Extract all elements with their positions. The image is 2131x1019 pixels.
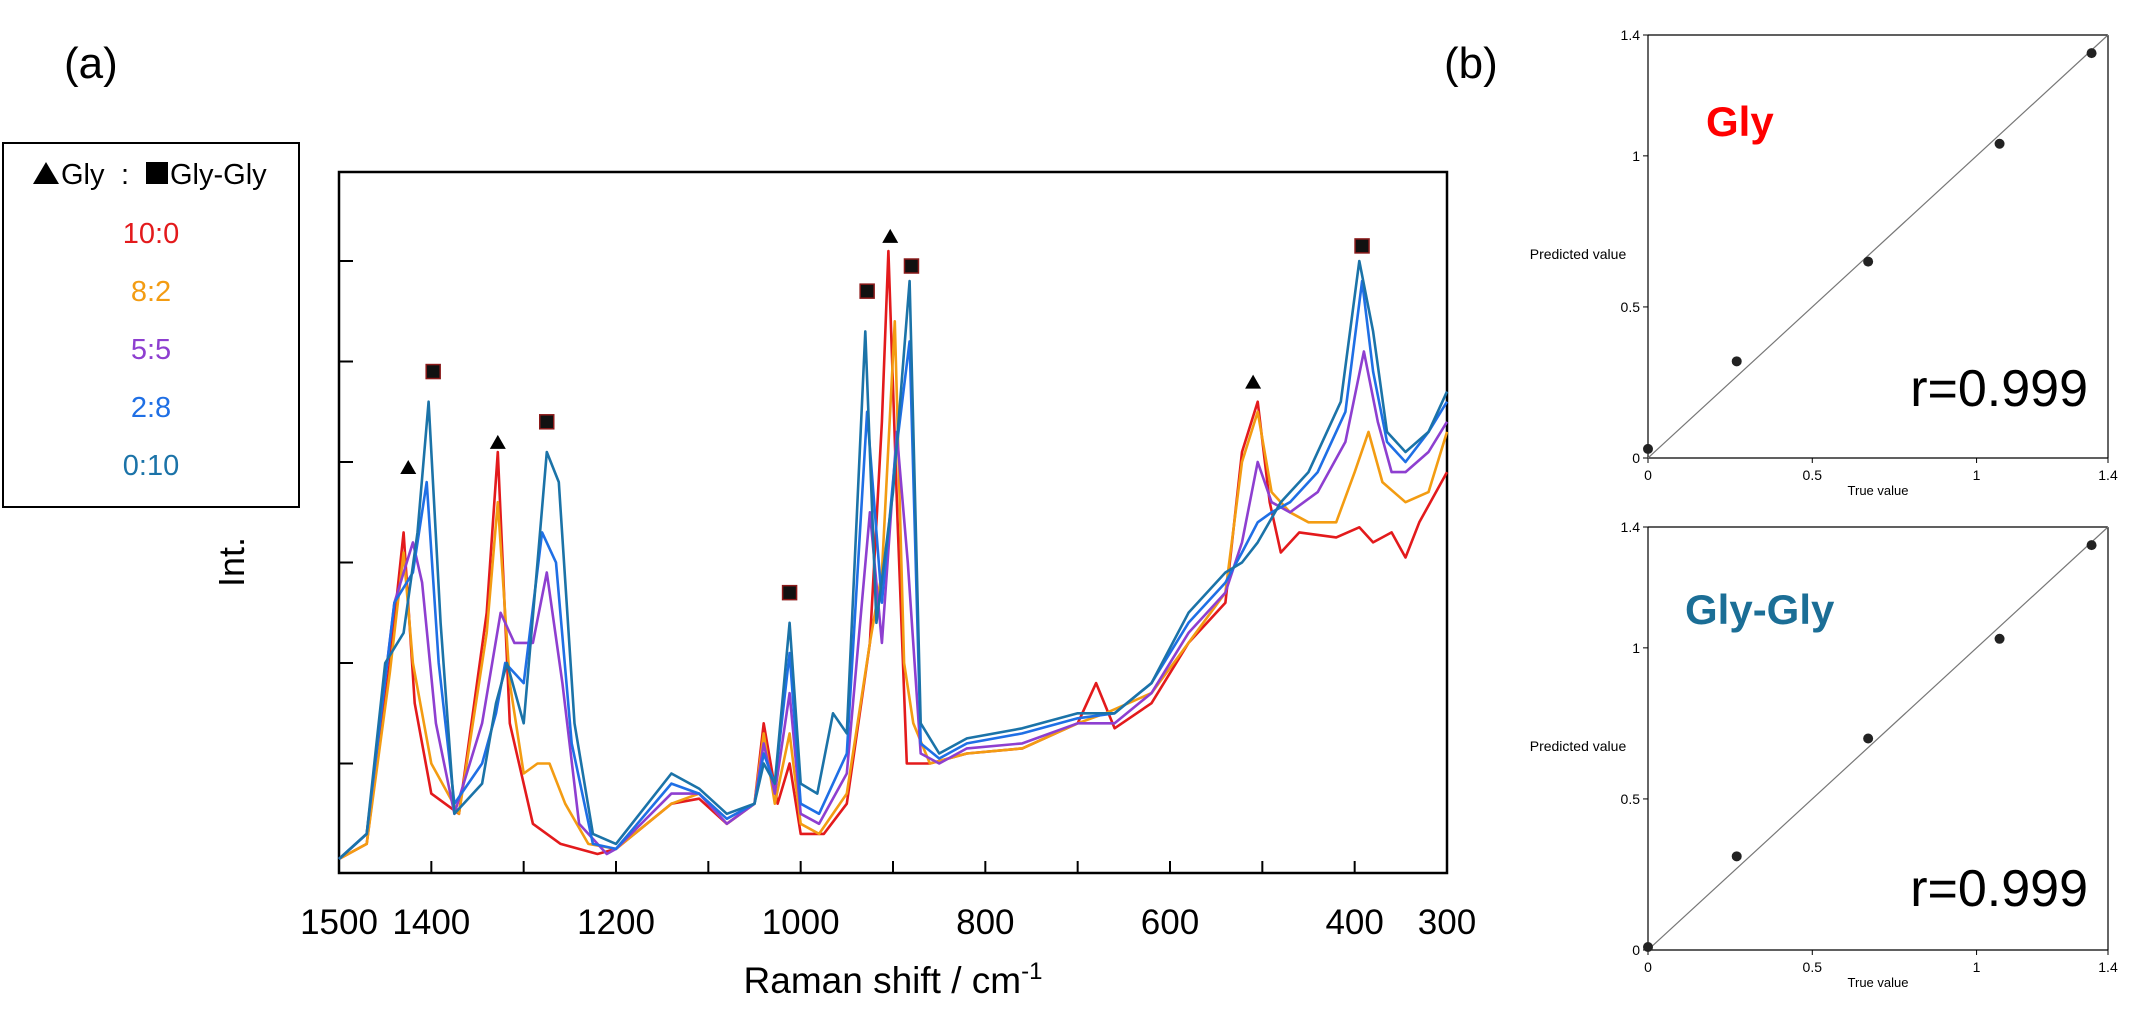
scatter-y-tick-label: 1 [1632, 640, 1640, 656]
scatter-y-tick-label: 0.5 [1621, 299, 1641, 315]
glygly-peak-marker [903, 258, 920, 274]
scatter-correlation-annotation: r=0.999 [1910, 860, 2088, 918]
glygly-peak-marker [859, 283, 875, 299]
panel-label-b: (b) [1444, 39, 1498, 88]
glygly-peak-marker [425, 363, 441, 380]
spectrum-y-axis-label: Int. [211, 537, 252, 587]
spectrum-x-tick-label: 300 [1418, 903, 1476, 942]
scatter-title: Gly-Gly [1685, 586, 1835, 633]
scatter-point [1994, 138, 2005, 149]
scatter-point [2086, 48, 2097, 59]
glygly-calibration-plot: 0 0.5 1 1.4 0 0.5 1 1.4 True value Predicted valu… [1530, 519, 2118, 990]
gly-peak-marker [1245, 374, 1262, 389]
spectrum-series [338, 249, 1449, 861]
scatter-point [1731, 356, 1742, 367]
scatter-y-tick-label: 1.4 [1621, 519, 1641, 535]
legend-header-gly: Gly [61, 159, 105, 191]
glygly-peak-marker [1354, 238, 1370, 254]
scatter-y-tick-label: 0 [1632, 942, 1640, 958]
spectrum-x-tick-label: 800 [956, 903, 1014, 942]
spectrum-plot-frame [337, 170, 1449, 875]
scatter-x-tick-label: 0.5 [1803, 959, 1823, 975]
panel-label-a: (a) [64, 39, 118, 88]
scatter-title: Gly [1706, 98, 1774, 145]
scatter-x-tick-label: 1.4 [2098, 467, 2118, 483]
gly-peak-marker [489, 434, 506, 449]
scatter-x-tick-label: 0 [1644, 467, 1652, 483]
scatter-point [1643, 941, 1653, 952]
spectrum-peak-markers [400, 228, 1370, 601]
scatter-point [1994, 633, 2005, 644]
spectrum-x-tick-label: 1200 [577, 903, 655, 942]
scatter-fit-line [1647, 526, 2109, 951]
scatter-y-tick-label: 0.5 [1621, 791, 1641, 807]
scatter-point [2086, 540, 2097, 551]
gly-peak-marker [400, 460, 417, 475]
scatter-x-tick-label: 1 [1973, 959, 1981, 975]
scatter-point [1863, 256, 1874, 267]
spectrum-y-ticks [339, 260, 353, 765]
spectrum-x-tick-label: 1500 [300, 903, 378, 942]
spectrum-x-tick-label: 400 [1325, 903, 1383, 942]
glygly-peak-marker [539, 414, 555, 430]
scatter-y-tick-label: 1.4 [1621, 27, 1641, 43]
spectrum-line-5-5 [338, 350, 1449, 860]
scatter-x-tick-label: 0 [1644, 959, 1652, 975]
legend-entry-8-2: 8:2 [131, 276, 171, 308]
glygly-peak-marker [781, 584, 798, 601]
legend-entry-2-8: 2:8 [131, 392, 171, 424]
spectrum-x-axis-label-main: Raman shift / cm [744, 960, 1022, 1001]
scatter-y-tick-label: 0 [1632, 450, 1640, 466]
spectrum-line-0-10 [338, 259, 1449, 860]
scatter-correlation-annotation: r=0.999 [1910, 360, 2088, 418]
scatter-point [1643, 443, 1653, 454]
legend: Gly : Gly-Gly 10:0 8:2 5:5 2:8 0:10 [2, 142, 300, 508]
spectrum-x-axis-label-sup: -1 [1021, 958, 1042, 985]
legend-entry-5-5: 5:5 [131, 334, 171, 366]
scatter-x-tick-label: 1 [1973, 467, 1981, 483]
legend-square-icon [146, 162, 168, 184]
scatter-x-tick-label: 1.4 [2098, 959, 2118, 975]
scatter-fit-line [1647, 34, 2109, 459]
scatter-point [1731, 851, 1742, 862]
scatter-x-tick-label: 0.5 [1803, 467, 1823, 483]
gly-calibration-plot: 0 0.5 1 1.4 0 0.5 1 1.4 True value Predicted valu… [1530, 27, 2118, 498]
scatter-y-tick-label: 1 [1632, 148, 1640, 164]
spectrum-chart: 1500 1400 1200 1000 800 600 400 300 Int. Raman … [211, 170, 1476, 1001]
spectrum-x-ticks: 1500 1400 1200 1000 800 600 400 300 [300, 861, 1476, 942]
scatter-y-axis-label: Predicted value [1530, 738, 1627, 754]
spectrum-x-axis-label: Raman shift / cm-1 [744, 958, 1043, 1001]
legend-header-separator: : [121, 159, 129, 191]
legend-entry-0-10: 0:10 [123, 450, 179, 482]
legend-entries: 10:0 8:2 5:5 2:8 0:10 [123, 218, 179, 482]
scatter-point [1863, 733, 1874, 744]
scatter-x-axis-label: True value [1848, 483, 1909, 498]
scatter-y-axis-label: Predicted value [1530, 246, 1627, 262]
legend-header-glygly: Gly-Gly [170, 159, 267, 191]
spectrum-x-tick-label: 600 [1141, 903, 1199, 942]
legend-entry-10-0: 10:0 [123, 218, 179, 250]
scatter-x-axis-label: True value [1848, 975, 1909, 990]
spectrum-x-tick-label: 1000 [762, 903, 840, 942]
gly-peak-marker [882, 228, 899, 243]
legend-frame [2, 142, 300, 508]
spectrum-x-tick-label: 1400 [392, 903, 470, 942]
legend-triangle-icon [33, 162, 59, 184]
